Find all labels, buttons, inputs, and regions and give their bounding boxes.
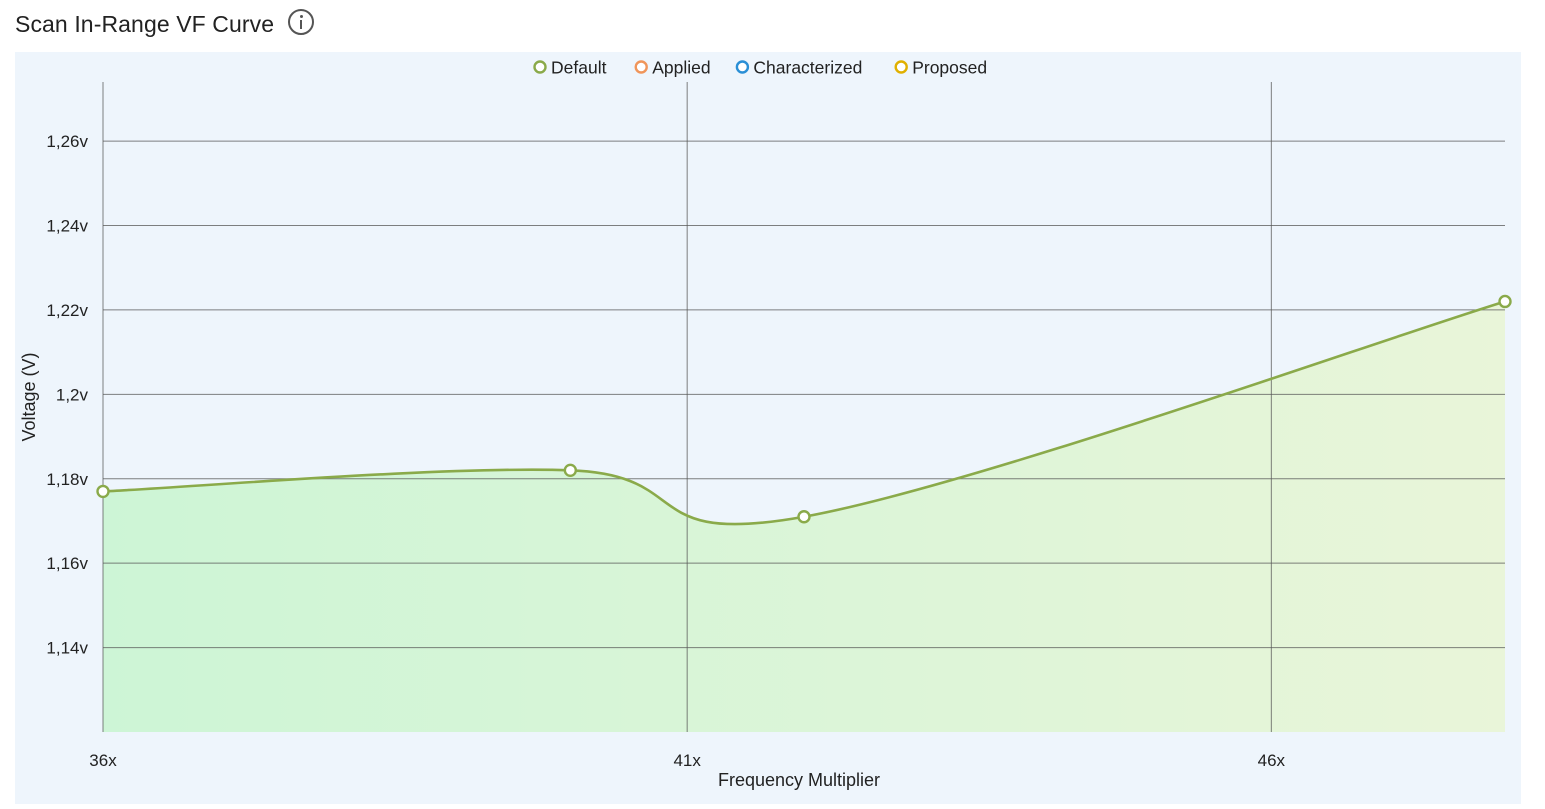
line-layer <box>102 300 1506 526</box>
y-axis-label: Voltage (V) <box>19 352 39 441</box>
default-series-point <box>1498 294 1512 309</box>
default-series-point <box>563 463 578 478</box>
legend-label: Proposed <box>912 58 987 78</box>
x-axis-label: Frequency Multiplier <box>718 770 880 790</box>
y-tick-label: 1,16v <box>46 554 88 573</box>
y-tick-label: 1,18v <box>46 470 88 489</box>
x-tick-label: 41x <box>673 751 701 770</box>
legend-label: Applied <box>652 58 710 78</box>
y-tick-label: 1,14v <box>46 639 88 658</box>
chart-panel: 1,14v 1,16v 1,18v 1,2v 1,22v 1,24v 1,26v 36x 41x… <box>15 52 1521 804</box>
y-tick-label: 1,2v <box>56 385 89 404</box>
page-title: Scan In-Range VF Curve <box>15 10 275 37</box>
legend-marker <box>634 60 648 74</box>
legend-marker <box>894 60 908 74</box>
legend: Default Applied Characterized Proposed <box>533 58 987 78</box>
legend-marker <box>533 60 547 74</box>
legend-item[interactable]: Proposed <box>894 58 987 78</box>
info-icon[interactable] <box>288 9 315 35</box>
ticks-layer: 1,14v 1,16v 1,18v 1,2v 1,22v 1,24v 1,26v 36x 41x… <box>46 132 1285 770</box>
default-series-line <box>102 300 1506 526</box>
legend-item[interactable]: Characterized <box>735 58 862 78</box>
grid-layer <box>102 82 1505 732</box>
legend-label: Characterized <box>753 58 862 78</box>
default-series-point <box>96 484 110 499</box>
legend-item[interactable]: Default <box>533 58 607 78</box>
default-series-point <box>797 510 811 524</box>
y-tick-label: 1,24v <box>46 217 88 236</box>
legend-item[interactable]: Applied <box>634 58 711 78</box>
legend-label: Default <box>551 58 607 78</box>
x-tick-label: 46x <box>1258 751 1286 770</box>
legend-marker <box>735 60 750 74</box>
y-tick-label: 1,26v <box>46 132 88 151</box>
y-tick-label: 1,22v <box>46 301 88 320</box>
title-row: Scan In-Range VF Curve <box>15 6 315 42</box>
points-layer <box>96 294 1512 524</box>
x-tick-label: 36x <box>89 751 117 770</box>
vf-curve-chart: 1,14v 1,16v 1,18v 1,2v 1,22v 1,24v 1,26v 36x 41x… <box>19 58 1512 790</box>
